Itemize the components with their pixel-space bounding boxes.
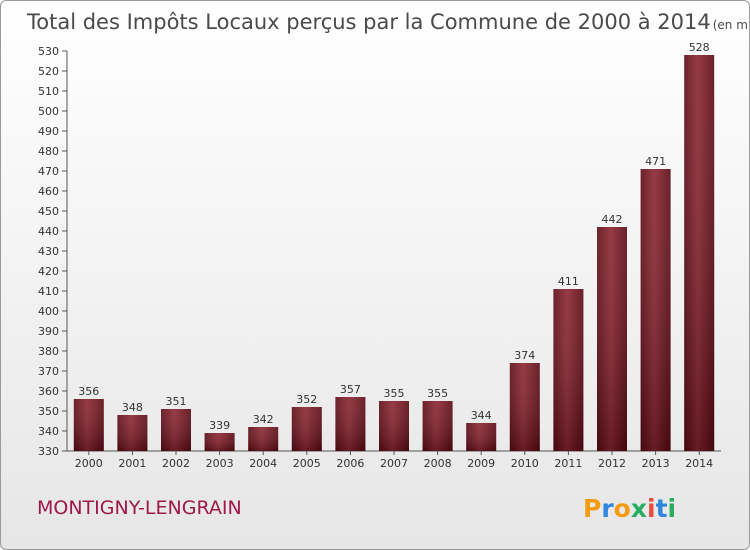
bar-shade — [597, 227, 627, 451]
bar-shade — [73, 399, 104, 451]
bar-2002 — [161, 409, 191, 451]
bar-2000 — [73, 399, 104, 451]
x-axis: 2000 2001 2002 2003 2004 2005 2006 2007 2008 2009… — [67, 450, 721, 470]
data-label: 357 — [340, 383, 361, 396]
y-tick-label: 330 — [38, 445, 59, 458]
bar-shade — [640, 169, 671, 451]
chart-title-text: Total des Impôts Locaux perçus par la Co… — [26, 10, 711, 34]
bar-2007 — [379, 401, 409, 451]
y-tick-label: 370 — [38, 365, 59, 378]
bars — [73, 55, 715, 451]
bar-2003 — [204, 433, 235, 451]
x-tick-label: 2011 — [554, 457, 582, 470]
data-label: 355 — [427, 387, 448, 400]
data-label: 411 — [558, 275, 579, 288]
bar-shade — [335, 397, 366, 451]
y-tick-label: 430 — [38, 245, 59, 258]
bar-2012 — [597, 227, 627, 451]
x-tick-label: 2001 — [118, 457, 146, 470]
bar-2011 — [553, 289, 584, 451]
data-label: 344 — [471, 409, 492, 422]
x-tick-label: 2005 — [293, 457, 321, 470]
chart-title: Total des Impôts Locaux perçus par la Co… — [26, 10, 749, 34]
y-tick-label: 340 — [38, 425, 59, 438]
bar-shade — [422, 401, 453, 451]
logo-letter: P — [583, 494, 601, 523]
chart-unit-note: (en milliers d'€) — [713, 18, 749, 32]
bar-2010 — [509, 363, 540, 451]
x-tick-label: 2004 — [249, 457, 277, 470]
data-label: 471 — [645, 155, 666, 168]
data-label: 339 — [209, 419, 230, 432]
logo-letter: i — [647, 494, 656, 523]
y-tick-label: 470 — [38, 165, 59, 178]
x-tick-label: 2008 — [424, 457, 452, 470]
data-label: 355 — [384, 387, 405, 400]
bar-shade — [161, 409, 191, 451]
bar-shade — [379, 401, 409, 451]
y-tick-label: 500 — [38, 105, 59, 118]
y-tick-label: 510 — [38, 85, 59, 98]
x-tick-label: 2003 — [206, 457, 234, 470]
x-tick-label: 2006 — [336, 457, 364, 470]
bar-shade — [553, 289, 584, 451]
bar-2008 — [422, 401, 453, 451]
proxiti-logo: Proxiti — [583, 494, 676, 523]
bar-2006 — [335, 397, 366, 451]
x-tick-label: 2012 — [598, 457, 626, 470]
y-tick-label: 400 — [38, 305, 59, 318]
y-tick-label: 350 — [38, 405, 59, 418]
y-tick-label: 520 — [38, 65, 59, 78]
x-tick-label: 2007 — [380, 457, 408, 470]
y-tick-label: 380 — [38, 345, 59, 358]
x-tick-label: 2002 — [162, 457, 190, 470]
bar-shade — [684, 55, 715, 451]
y-axis: 330 340 350 360 370 380 390 400 410 420 430 440 450 4… — [38, 45, 68, 458]
data-labels: 356 348 351 339 342 352 357 355 355 344 374 411 442 4… — [78, 41, 709, 432]
bar-2013 — [640, 169, 671, 451]
x-tick-label: 2014 — [685, 457, 713, 470]
y-tick-label: 490 — [38, 125, 59, 138]
bar-shade — [509, 363, 540, 451]
data-label: 374 — [514, 349, 535, 362]
bar-shade — [248, 427, 279, 451]
data-label: 442 — [602, 213, 623, 226]
data-label: 528 — [689, 41, 710, 54]
bar-shade — [291, 407, 322, 451]
data-label: 348 — [122, 401, 143, 414]
x-tick-label: 2010 — [511, 457, 539, 470]
data-label: 352 — [296, 393, 317, 406]
y-tick-label: 480 — [38, 145, 59, 158]
bar-2001 — [117, 415, 148, 451]
bar-shade — [466, 423, 497, 451]
commune-name: MONTIGNY-LENGRAIN — [37, 497, 242, 519]
logo-letter: x — [631, 494, 647, 523]
bar-2009 — [466, 423, 497, 451]
logo-letter: o — [614, 494, 631, 523]
y-tick-label: 360 — [38, 385, 59, 398]
logo-letter: i — [668, 494, 677, 523]
data-label: 342 — [253, 413, 274, 426]
y-tick-label: 410 — [38, 285, 59, 298]
logo-letter: r — [601, 494, 614, 523]
y-tick-label: 440 — [38, 225, 59, 238]
logo-letter: t — [656, 494, 668, 523]
bar-2004 — [248, 427, 279, 451]
x-tick-label: 2013 — [642, 457, 670, 470]
y-tick-label: 530 — [38, 45, 59, 58]
y-tick-label: 450 — [38, 205, 59, 218]
y-tick-label: 460 — [38, 185, 59, 198]
bar-shade — [204, 433, 235, 451]
bar-shade — [117, 415, 148, 451]
data-label: 351 — [166, 395, 187, 408]
data-label: 356 — [78, 385, 99, 398]
y-tick-label: 390 — [38, 325, 59, 338]
x-tick-label: 2000 — [75, 457, 103, 470]
y-tick-label: 420 — [38, 265, 59, 278]
bar-2014 — [684, 55, 715, 451]
x-tick-label: 2009 — [467, 457, 495, 470]
bar-2005 — [291, 407, 322, 451]
